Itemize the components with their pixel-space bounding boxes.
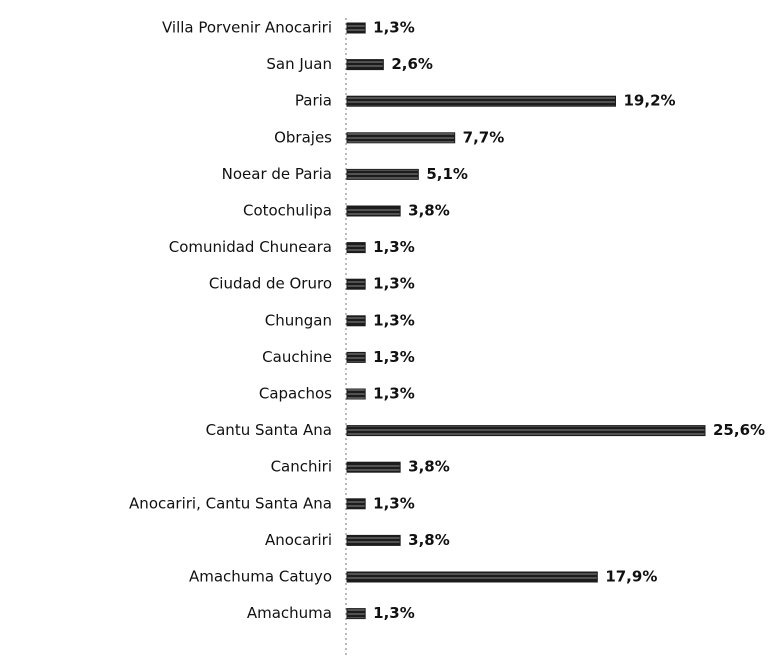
bar bbox=[346, 205, 401, 217]
value-label: 5,1% bbox=[426, 165, 468, 183]
bar bbox=[346, 59, 384, 71]
bar bbox=[346, 461, 401, 473]
category-label: Capachos bbox=[259, 385, 332, 403]
category-label: Amachuma Catuyo bbox=[189, 568, 332, 586]
bar bbox=[346, 278, 366, 290]
bar bbox=[346, 132, 456, 144]
category-label: Ciudad de Oruro bbox=[209, 275, 332, 293]
category-label: Obrajes bbox=[274, 128, 332, 146]
bar bbox=[346, 22, 366, 34]
value-label: 1,3% bbox=[373, 385, 415, 403]
category-label: Paria bbox=[295, 92, 332, 110]
category-label: Chungan bbox=[265, 311, 332, 329]
category-label: Villa Porvenir Anocariri bbox=[162, 19, 332, 37]
category-label: Anocariri, Cantu Santa Ana bbox=[129, 494, 332, 512]
value-label: 1,3% bbox=[373, 311, 415, 329]
bar bbox=[346, 608, 366, 620]
category-label: Comunidad Chuneara bbox=[169, 238, 332, 256]
value-label: 19,2% bbox=[624, 92, 676, 110]
bar bbox=[346, 95, 616, 107]
bar bbox=[346, 388, 366, 400]
value-label: 2,6% bbox=[391, 55, 433, 73]
category-label: Cantu Santa Ana bbox=[206, 421, 332, 439]
category-label: Anocariri bbox=[265, 531, 332, 549]
value-label: 3,8% bbox=[408, 458, 450, 476]
bar bbox=[346, 571, 598, 583]
category-label: Cotochulipa bbox=[243, 202, 332, 220]
value-label: 7,7% bbox=[463, 128, 505, 146]
bar bbox=[346, 498, 366, 510]
category-label: Cauchine bbox=[262, 348, 332, 366]
bar bbox=[346, 168, 419, 180]
value-label: 1,3% bbox=[373, 348, 415, 366]
value-label: 25,6% bbox=[713, 421, 765, 439]
bar bbox=[346, 351, 366, 363]
bar bbox=[346, 242, 366, 254]
category-label: San Juan bbox=[266, 55, 332, 73]
value-label: 1,3% bbox=[373, 19, 415, 37]
value-label: 3,8% bbox=[408, 202, 450, 220]
category-label: Canchiri bbox=[271, 458, 332, 476]
value-label: 1,3% bbox=[373, 238, 415, 256]
bar bbox=[346, 425, 706, 437]
category-label: Noear de Paria bbox=[222, 165, 332, 183]
value-label: 3,8% bbox=[408, 531, 450, 549]
value-label: 1,3% bbox=[373, 275, 415, 293]
bar bbox=[346, 315, 366, 327]
value-label: 1,3% bbox=[373, 494, 415, 512]
value-label: 1,3% bbox=[373, 604, 415, 622]
category-label: Amachuma bbox=[247, 604, 332, 622]
value-label: 17,9% bbox=[605, 568, 657, 586]
bar bbox=[346, 534, 401, 546]
